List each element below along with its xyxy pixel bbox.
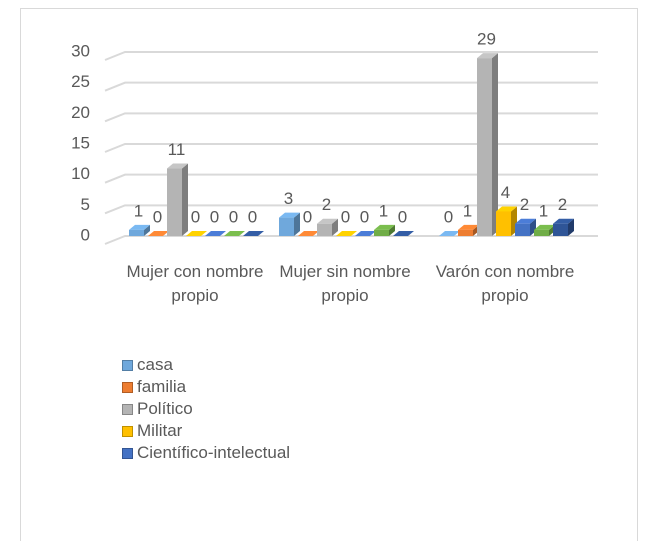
legend-swatch [122,403,133,415]
data-label: 1 [463,201,472,220]
data-label: 0 [229,207,238,226]
legend-item: Político [122,398,290,420]
bar-side [144,224,150,236]
bar [496,211,511,236]
bar-side [492,53,498,237]
grid-line [104,112,598,123]
bar-top [186,231,207,236]
y-tick-label: 25 [71,72,90,91]
data-label: 3 [284,189,293,208]
y-tick-label: 20 [71,103,90,122]
data-label: 0 [303,207,312,226]
bar [553,223,568,236]
bar-top [515,218,536,224]
bar-top [129,224,150,230]
legend-item: Militar [122,420,290,442]
legend-swatch [122,381,133,393]
bar-side [182,163,188,236]
legend-swatch [122,447,133,459]
bar [374,229,389,236]
y-tick-label: 15 [71,133,90,152]
bar [458,229,473,236]
legend-label: Político [137,399,193,418]
bar-side [294,212,300,236]
data-label: 4 [501,183,510,202]
data-label: 1 [379,201,388,220]
data-label: 0 [398,207,407,226]
bar-side [568,218,574,236]
bar [534,229,549,236]
bar-top [355,231,376,236]
grid-line [104,235,598,245]
data-label: 0 [341,207,350,226]
legend: casa familia Político Militar Científico-int… [122,354,290,464]
data-label: 2 [558,195,567,214]
bar-top [279,212,300,218]
data-label: 29 [477,30,496,49]
data-label: 1 [539,201,548,220]
y-tick-label: 5 [81,195,90,214]
bar-side [389,224,395,236]
legend-swatch [122,425,133,437]
x-tick-label: Mujer sin nombre propio [279,262,411,305]
bar-top [336,231,357,236]
legend-label: familia [137,377,187,396]
data-label: 0 [444,207,453,226]
legend-item: casa [122,354,290,376]
grid-line [104,204,598,215]
bar [167,168,182,236]
data-label: 0 [360,207,369,226]
grid-line [104,143,598,153]
legend-item: Científico-intelectual [122,442,290,464]
grid-line [104,51,598,61]
data-label: 11 [168,140,186,159]
bar-top [148,231,169,236]
data-label: 0 [248,207,257,226]
bar [129,229,144,236]
bar-top [393,231,414,236]
legend-swatch [122,359,133,371]
bar-top [205,231,226,236]
x-tick-label: Varón con nombre propio [435,262,575,305]
bar-top [553,218,574,224]
bar-top [477,53,498,59]
y-tick-label: 10 [71,164,90,183]
legend-label: Científico-intelectual [137,443,291,462]
legend-label: Militar [137,421,183,440]
data-label: 2 [322,195,331,214]
bar-top [534,224,555,230]
chart-frame [20,8,638,541]
bar-top [224,231,245,236]
bar-top [496,206,517,212]
bar-top [439,231,460,236]
data-label: 2 [520,195,529,214]
bar-top [167,163,188,169]
x-tick-label: Mujer con nombre propio [126,262,264,305]
bar [317,223,332,236]
data-label: 1 [134,201,143,220]
grid-line [104,81,598,92]
y-tick-label: 30 [71,41,90,60]
y-tick-label: 0 [81,225,90,244]
bar-top [298,231,319,236]
data-label: 0 [191,207,200,226]
bar [515,223,530,236]
bar-top [317,218,338,224]
bar-side [332,218,338,236]
bar-top [458,224,479,230]
legend-item: familia [122,376,290,398]
bar-top [374,224,395,230]
bar [477,58,492,237]
bar-top [243,231,264,236]
legend-label: casa [137,355,173,374]
grid-line [104,173,598,184]
data-label: 0 [210,207,219,226]
bar [279,217,294,236]
data-label: 0 [153,207,162,226]
